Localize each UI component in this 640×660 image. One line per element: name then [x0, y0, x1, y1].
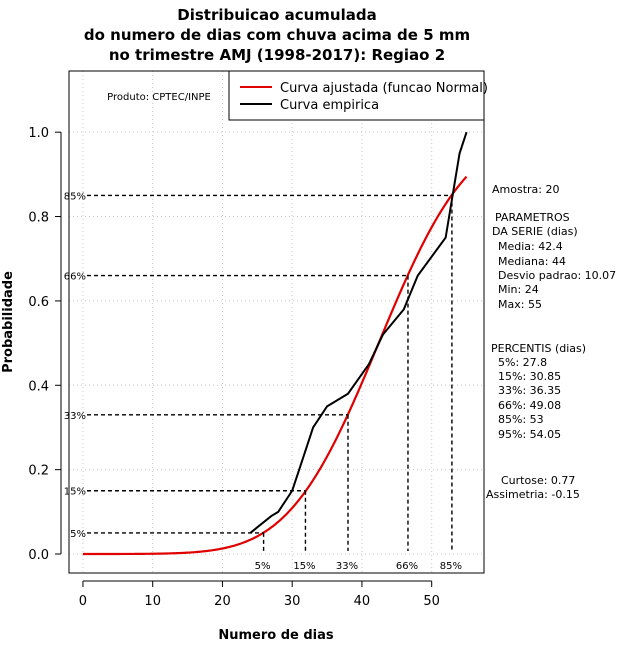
legend: Curva ajustada (funcao Normal) Curva emp…	[228, 70, 488, 121]
percentile-x-label: 15%	[293, 561, 315, 572]
x-tick-label: 30	[284, 594, 301, 609]
percentile-x-label: 33%	[336, 561, 358, 572]
percentil-5: 5%: 27.8	[498, 356, 547, 369]
sample-size: Amostra: 20	[492, 183, 559, 196]
percentil-95: 95%: 54.05	[498, 428, 561, 441]
chart-title-line-1: Distribuicao acumulada	[177, 6, 376, 24]
y-tick-label: 0.2	[28, 464, 49, 479]
kurtosis: Curtose: 0.77	[501, 474, 575, 487]
percentile-y-label: 66%	[64, 272, 86, 283]
product-label: Produto: CPTEC/INPE	[107, 92, 211, 103]
x-tick-label: 20	[214, 594, 231, 609]
x-tick-label: 40	[354, 594, 371, 609]
x-tick-label: 10	[144, 594, 161, 609]
fitted-normal-curve	[82, 175, 468, 556]
legend-box	[228, 70, 485, 121]
y-tick-label: 0.8	[28, 211, 49, 226]
chart-title-line-2: do numero de dias com chuva acima de 5 m…	[84, 26, 470, 44]
stats-panel: Amostra: 20 PARAMETROS DA SERIE (dias) M…	[486, 183, 616, 501]
param-min: Min: 24	[498, 283, 539, 296]
y-axis-label: Probabilidade	[1, 271, 16, 373]
x-tick-label: 0	[79, 594, 87, 609]
percentil-15: 15%: 30.85	[498, 370, 561, 383]
percentile-y-label: 5%	[70, 529, 86, 540]
param-max: Max: 55	[498, 298, 542, 311]
params-title-2: DA SERIE (dias)	[492, 225, 578, 238]
percentile-y-label: 33%	[64, 411, 86, 422]
legend-label-empirical: Curva empirica	[280, 98, 379, 113]
chart-title-line-3: no trimestre AMJ (1998-2017): Regiao 2	[109, 46, 445, 64]
percentile-y-label: 15%	[64, 487, 86, 498]
y-tick-label: 0.4	[28, 379, 49, 394]
percentil-66: 66%: 49.08	[498, 399, 561, 412]
legend-label-fitted: Curva ajustada (funcao Normal)	[280, 81, 488, 96]
param-media: Media: 42.4	[498, 240, 563, 253]
percentile-y-label: 85%	[64, 191, 86, 202]
empirical-curve	[249, 131, 468, 534]
percentile-x-label: 66%	[396, 561, 418, 572]
percentile-x-label: 5%	[255, 561, 271, 572]
x-axis-label: Numero de dias	[218, 628, 334, 643]
percentis-title: PERCENTIS (dias)	[491, 342, 586, 355]
skewness: Assimetria: -0.15	[486, 488, 580, 501]
x-tick-label: 50	[423, 594, 440, 609]
percentil-85: 85%: 53	[498, 413, 544, 426]
y-tick-label: 1.0	[28, 126, 49, 141]
y-tick-label: 0.0	[28, 548, 49, 563]
percentil-33: 33%: 36.35	[498, 384, 561, 397]
param-mediana: Mediana: 44	[498, 255, 566, 268]
params-title-1: PARAMETROS	[495, 211, 570, 224]
percentile-x-label: 85%	[440, 561, 462, 572]
param-desvio: Desvio padrao: 10.07	[498, 269, 616, 282]
y-tick-label: 0.6	[28, 295, 49, 310]
